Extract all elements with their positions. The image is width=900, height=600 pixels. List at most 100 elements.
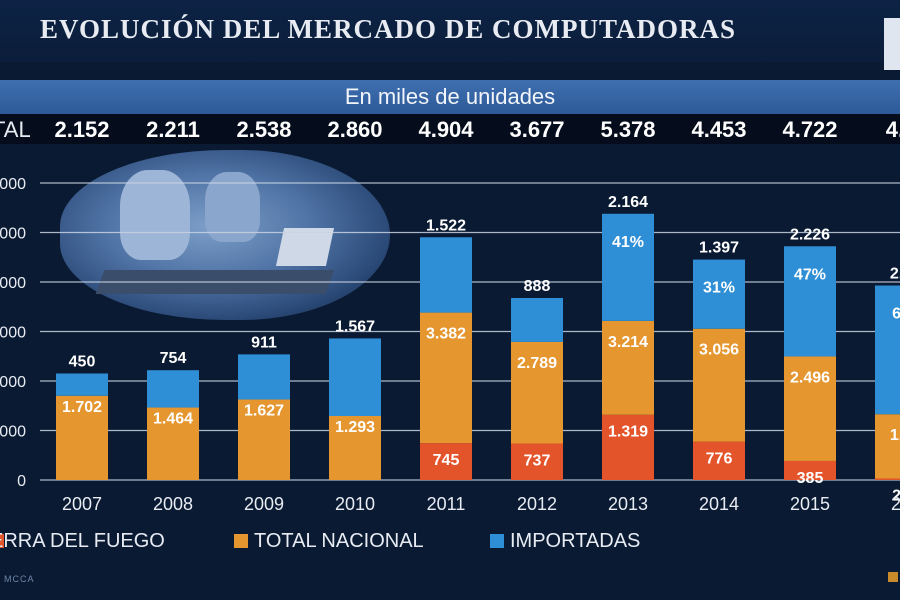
bar-segment bbox=[420, 237, 472, 313]
totals-label: TAL bbox=[0, 117, 31, 142]
y-tick-label: 000 bbox=[0, 374, 26, 391]
x-tick-label: 2008 bbox=[153, 494, 193, 514]
bar-segment bbox=[875, 285, 900, 415]
x-tick-label: 2012 bbox=[517, 494, 557, 514]
bar-segment bbox=[420, 443, 472, 480]
legend-label: IMPORTADAS bbox=[510, 530, 641, 552]
legend-swatch bbox=[234, 534, 248, 548]
x-tick-label: 2007 bbox=[62, 494, 102, 514]
total-value: 3.677 bbox=[509, 117, 565, 142]
data-label: 61 bbox=[892, 306, 900, 323]
data-label: 737 bbox=[524, 453, 551, 470]
total-value: 4.722 bbox=[782, 117, 838, 142]
y-tick-label: 0 bbox=[17, 473, 26, 490]
chart-subtitle: En miles de unidades bbox=[344, 84, 556, 109]
data-label: 3.056 bbox=[699, 342, 739, 359]
data-label: 1.627 bbox=[244, 402, 284, 419]
legend-label: TOTAL NACIONAL bbox=[254, 530, 424, 552]
data-label: 1.397 bbox=[699, 240, 739, 257]
bar-segment bbox=[56, 373, 108, 396]
brand-mark-icon bbox=[888, 572, 898, 582]
total-value: 2.538 bbox=[236, 117, 292, 142]
photo-person-icon bbox=[120, 170, 190, 260]
photo-person-icon bbox=[205, 172, 260, 242]
source-credit: MCCA bbox=[4, 574, 35, 584]
bar-segment bbox=[875, 478, 900, 480]
total-value: 4.904 bbox=[418, 117, 474, 142]
data-label: 776 bbox=[706, 451, 733, 468]
data-label: 1.6 bbox=[890, 427, 900, 444]
data-label: 41% bbox=[612, 234, 644, 251]
bar-segment bbox=[511, 297, 563, 342]
data-label: 385 bbox=[797, 470, 824, 487]
legend-label: ERRA DEL FUEGO bbox=[0, 530, 165, 552]
x-tick-label: 2010 bbox=[335, 494, 375, 514]
bar-segment bbox=[784, 460, 836, 480]
x-tick-label: 20 bbox=[891, 494, 900, 514]
data-label: 31% bbox=[703, 280, 735, 297]
y-tick-label: 000 bbox=[0, 226, 26, 243]
y-tick-label: 000 bbox=[0, 424, 26, 441]
data-label: 2.164 bbox=[608, 194, 648, 211]
bar-segment bbox=[147, 407, 199, 480]
x-tick-label: 2011 bbox=[427, 494, 466, 514]
bar-segment bbox=[511, 443, 563, 480]
y-tick-label: 000 bbox=[0, 275, 26, 292]
bar-segment bbox=[875, 414, 900, 479]
data-label: 754 bbox=[160, 350, 187, 367]
data-label: 29 bbox=[892, 488, 900, 505]
bar-segment bbox=[693, 441, 745, 480]
bar-segment bbox=[784, 246, 836, 357]
bar-segment bbox=[238, 399, 290, 480]
totals-band bbox=[0, 114, 900, 144]
data-label: 2.496 bbox=[790, 369, 830, 386]
data-label: 3.382 bbox=[426, 326, 466, 343]
bar-segment bbox=[420, 312, 472, 444]
data-label: 2.226 bbox=[790, 226, 830, 243]
bar-segment bbox=[329, 415, 381, 480]
data-label: 1.293 bbox=[335, 419, 375, 436]
x-tick-label: 2009 bbox=[244, 494, 284, 514]
subtitle-band bbox=[0, 80, 900, 114]
bar-segment bbox=[602, 213, 654, 321]
data-label: 911 bbox=[251, 334, 277, 351]
bar-segment bbox=[602, 414, 654, 480]
legend-swatch bbox=[0, 534, 4, 548]
legend-swatch bbox=[490, 534, 504, 548]
data-label: 1.319 bbox=[608, 424, 648, 441]
total-value: 4.2 bbox=[885, 117, 900, 142]
x-tick-label: 2013 bbox=[608, 494, 648, 514]
data-label: 450 bbox=[69, 353, 96, 370]
total-value: 2.211 bbox=[146, 117, 200, 142]
bar-segment bbox=[784, 356, 836, 461]
total-value: 2.152 bbox=[54, 117, 110, 142]
x-tick-label: 2014 bbox=[699, 494, 739, 514]
y-tick-label: 000 bbox=[0, 176, 26, 193]
data-label: 1.567 bbox=[335, 318, 375, 335]
bar-segment bbox=[329, 338, 381, 416]
data-label: 47% bbox=[794, 266, 826, 283]
bar-segment bbox=[511, 341, 563, 444]
title-band bbox=[0, 0, 900, 62]
data-label: 1.702 bbox=[62, 399, 102, 416]
bar-segment bbox=[56, 395, 108, 480]
data-label: 888 bbox=[524, 278, 551, 295]
data-label: 2.789 bbox=[517, 355, 557, 372]
chart-title: EVOLUCIÓN DEL MERCADO DE COMPUTADORAS bbox=[40, 14, 736, 44]
data-label: 3.214 bbox=[608, 334, 648, 351]
total-value: 5.378 bbox=[600, 117, 656, 142]
bar-segment bbox=[602, 320, 654, 415]
bar-segment bbox=[238, 354, 290, 400]
data-label: 745 bbox=[433, 452, 460, 469]
data-label: 2.6 bbox=[890, 266, 900, 283]
bar-segment bbox=[693, 259, 745, 329]
bar-segment bbox=[693, 328, 745, 442]
data-label: 1.464 bbox=[153, 411, 193, 428]
bar-segment bbox=[147, 370, 199, 408]
total-value: 2.860 bbox=[327, 117, 383, 142]
y-tick-label: 000 bbox=[0, 325, 26, 342]
logo-icon bbox=[884, 18, 900, 70]
total-value: 4.453 bbox=[691, 117, 747, 142]
x-tick-label: 2015 bbox=[790, 494, 830, 514]
